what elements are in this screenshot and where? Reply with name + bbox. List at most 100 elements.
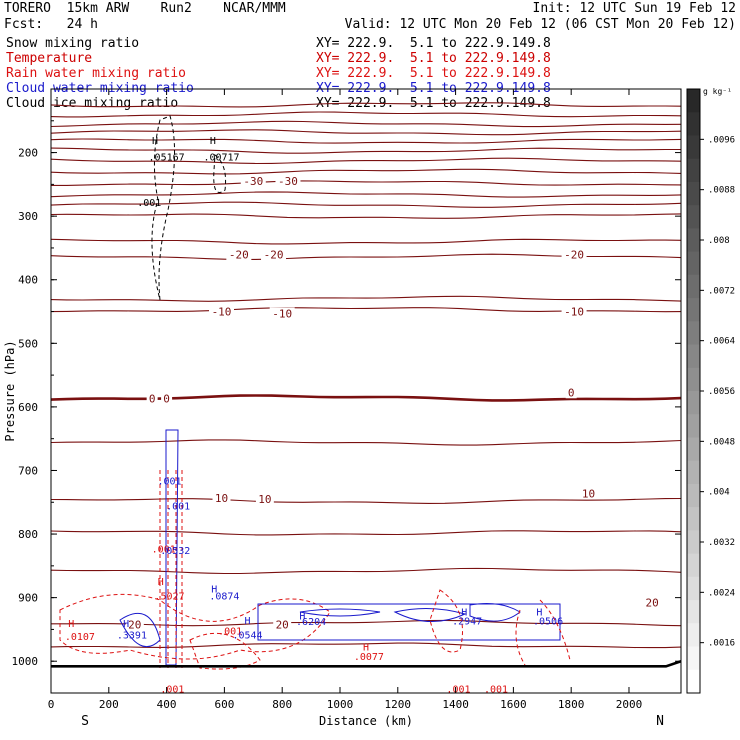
precip-label: H <box>299 611 305 622</box>
colorbar-tick-label: .004 <box>708 488 730 498</box>
colorbar-tick-label: .0072 <box>708 286 735 296</box>
precip-label: H <box>123 619 129 630</box>
x-tick-label: 1800 <box>558 698 585 711</box>
rain-contour <box>515 599 571 666</box>
model-title: TORERO 15km ARW Run2 NCAR/MMM <box>4 1 286 16</box>
x-tick-label: 2000 <box>616 698 643 711</box>
temperature-label-bg <box>565 386 577 399</box>
cloud-water-contour <box>257 603 561 641</box>
colorbar-segment <box>687 89 700 113</box>
colorbar-tick-label: .0056 <box>708 387 735 397</box>
temperature-label: -10 <box>564 306 584 319</box>
y-tick-label: 600 <box>18 401 38 414</box>
colorbar-segment <box>687 158 700 183</box>
temperature-label: -30 <box>243 175 263 188</box>
precip-label: H <box>210 136 216 147</box>
precip-label: .001 <box>160 685 184 696</box>
temperature-contour <box>50 213 682 219</box>
y-tick-label: 1000 <box>12 655 39 668</box>
x-tick-label: 600 <box>214 698 234 711</box>
precip-label: .001 <box>166 501 190 512</box>
temperature-contour <box>50 394 682 402</box>
legend-field-name: Rain water mixing ratio <box>6 66 187 81</box>
precip-label: H <box>536 608 542 619</box>
temperature-contour <box>50 439 682 446</box>
precip-label: H <box>158 577 164 588</box>
colorbar-segment <box>687 181 700 206</box>
precip-label: .0077 <box>354 652 384 663</box>
precip-label: H <box>461 608 467 619</box>
precip-label: H <box>68 619 74 630</box>
precip-label: H <box>244 616 250 627</box>
valid-time: Valid: 12 UTC Mon 20 Feb 12 (06 CST Mon … <box>344 17 736 32</box>
x-tick-label: 0 <box>48 698 55 711</box>
colorbar-segment <box>687 228 700 253</box>
precip-label: .2947 <box>452 617 482 628</box>
colorbar-segment <box>687 483 700 508</box>
temperature-label: -30 <box>278 175 298 188</box>
colorbar-tick-label: .0064 <box>708 337 735 347</box>
temperature-label-bg <box>269 307 295 320</box>
colorbar-segment <box>687 251 700 276</box>
legend-field-xy: XY= 222.9. 5.1 to 222.9.149.8 <box>316 36 551 51</box>
colorbar-segment <box>687 530 700 555</box>
x-tick-label: 1600 <box>500 698 527 711</box>
y-tick-label: 700 <box>18 464 38 477</box>
temperature-label: 0 <box>163 393 170 406</box>
legend-field-name: Snow mixing ratio <box>6 36 140 51</box>
y-tick-label: 300 <box>18 210 38 223</box>
temperature-label: 20 <box>276 618 289 631</box>
temperature-label: 0 <box>568 386 575 399</box>
precip-label: .0544 <box>232 631 262 642</box>
legend-field-name: Temperature <box>6 51 93 66</box>
init-time: Init: 12 UTC Sun 19 Feb 12 <box>532 1 737 16</box>
temperature-contour <box>50 157 682 165</box>
colorbar-segment <box>687 112 700 136</box>
colorbar-tick-label: .0088 <box>708 186 735 196</box>
temperature-contour <box>50 530 682 536</box>
rain-contour <box>159 470 183 668</box>
x-tick-label: 1200 <box>385 698 412 711</box>
temperature-contour <box>50 147 681 154</box>
temperature-label-bg <box>275 175 301 188</box>
colorbar-tick-label: .0032 <box>708 538 735 548</box>
temperature-label: 10 <box>258 493 271 506</box>
x-tick-label: 400 <box>157 698 177 711</box>
precip-label: .001 <box>218 627 242 638</box>
cloud-water-contour <box>299 607 467 623</box>
colorbar-segment <box>687 553 700 578</box>
temperature-label: 0 <box>149 393 156 406</box>
y-tick-label: 900 <box>18 592 38 605</box>
plot-frame <box>50 88 682 694</box>
x-tick-label: 1400 <box>442 698 469 711</box>
temperature-label-bg <box>579 487 598 500</box>
precip-label: H <box>152 136 158 147</box>
colorbar-segment <box>687 460 700 485</box>
precip-label: .05167 <box>149 152 185 163</box>
temperature-contour <box>50 129 682 136</box>
temperature-contour <box>50 111 682 118</box>
temperature-label-bg <box>209 305 235 318</box>
colorbar-segment <box>687 576 700 601</box>
x-tick-label: 1000 <box>327 698 354 711</box>
colorbar-segment <box>687 414 700 438</box>
temperature-label-bg <box>146 392 158 405</box>
temperature-contour <box>50 295 682 302</box>
temperature-label: 20 <box>128 618 141 631</box>
precip-label: .0506 <box>533 617 563 628</box>
cloud-water-contour <box>119 612 161 648</box>
temperature-contour <box>50 201 682 208</box>
colorbar-segment <box>687 344 700 369</box>
temperature-label: -10 <box>272 307 292 320</box>
colorbar-segment <box>687 623 700 648</box>
temperature-label: -20 <box>229 248 249 261</box>
colorbar-segment <box>687 669 700 694</box>
colorbar-segment <box>687 321 700 346</box>
precip-label: .001 <box>484 685 508 696</box>
x-tick-label: 200 <box>99 698 119 711</box>
rain-contour <box>189 632 261 670</box>
direction-north: N <box>656 714 664 729</box>
direction-south: S <box>81 714 89 729</box>
colorbar-tick-label: .008 <box>708 236 730 246</box>
